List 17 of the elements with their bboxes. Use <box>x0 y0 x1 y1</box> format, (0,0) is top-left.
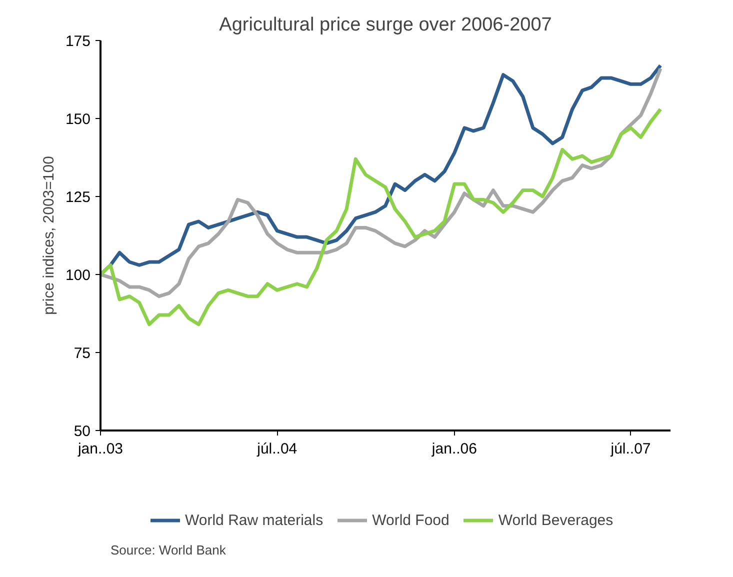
legend-label: World Beverages <box>498 512 614 528</box>
y-axis-title: price indices, 2003=100 <box>40 156 58 315</box>
x-tick-label: jan..03 <box>76 440 124 458</box>
chart-title: Agricultural price surge over 2006-2007 <box>219 14 552 36</box>
legend-label: World Raw materials <box>185 512 324 528</box>
x-tick-label: jan..06 <box>430 440 477 458</box>
y-tick-label: 150 <box>65 111 91 128</box>
legend-label: World Food <box>372 512 450 528</box>
y-tick-label: 50 <box>74 423 91 440</box>
source-note: Source: World Bank <box>110 542 226 558</box>
line-series <box>100 107 662 326</box>
y-tick-label: 100 <box>65 267 91 284</box>
x-tick-label: júl..04 <box>256 440 298 458</box>
y-tick-label: 175 <box>65 33 91 50</box>
x-tick-label: júl..07 <box>610 440 651 458</box>
y-tick-label: 75 <box>74 345 91 362</box>
y-tick-label: 125 <box>65 189 91 206</box>
